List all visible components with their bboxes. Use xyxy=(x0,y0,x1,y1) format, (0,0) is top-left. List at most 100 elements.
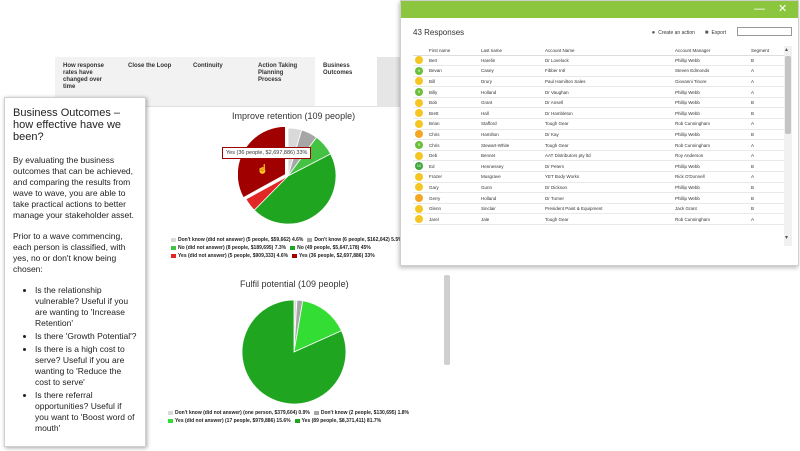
table-scrollbar[interactable]: ▴ ▾ xyxy=(784,46,792,246)
col-segment[interactable]: Segment xyxy=(749,46,786,56)
cell-segment: B xyxy=(749,107,786,120)
tab-close-the-loop[interactable]: Close the Loop xyxy=(128,63,172,69)
col-first-name[interactable]: First name xyxy=(427,46,479,56)
cell-segment: A xyxy=(749,213,786,225)
score-cell xyxy=(413,55,427,67)
responses-window: — ✕ 43 Responses ● Create an action ■ Ex… xyxy=(400,0,799,266)
scroll-down-icon[interactable]: ▾ xyxy=(785,235,789,241)
legend-swatch xyxy=(171,253,176,258)
cell-last: Hennessey xyxy=(479,160,543,173)
tab-bar-filler xyxy=(377,57,402,107)
pie-slice[interactable] xyxy=(245,175,289,211)
table-row[interactable]: Glenn Sinclair President Paint & Equipment… xyxy=(413,203,786,215)
score-badge: 9 xyxy=(415,141,423,150)
col-account-name[interactable]: Account Name xyxy=(543,46,673,56)
pie-slice[interactable] xyxy=(253,153,337,225)
legend-item[interactable]: Don't know (did not answer) (one person,… xyxy=(168,410,310,417)
cell-segment: A xyxy=(749,76,786,88)
table-row[interactable]: Bill Drury Paul Hamilton Sales Giovanni Tin… xyxy=(413,76,786,88)
cell-last: Hall xyxy=(479,107,543,120)
table-row[interactable]: 9 Billy Holland Dr Vaughan Phillip Webb A xyxy=(413,86,786,98)
tab-response-rates[interactable]: How response rates have changed over tim… xyxy=(63,63,105,90)
page-scrollbar[interactable] xyxy=(444,275,450,365)
legend-item[interactable]: No (did not answer) (8 people, $189,695)… xyxy=(171,245,286,252)
cell-account: Dr Kay xyxy=(543,129,673,141)
table-row[interactable]: 9 Bevan Casey Fibber Intl Steven Edmonds A xyxy=(413,65,786,77)
cell-manager: Rob Cunningham xyxy=(673,118,749,130)
cell-segment: B xyxy=(749,97,786,109)
cell-account: AAT Distributors pty ltd xyxy=(543,150,673,162)
score-cell xyxy=(413,97,427,109)
table-row[interactable]: Jarel Jale Tough Gear Rob Cunningham A xyxy=(413,213,786,225)
legend-fulfil: Don't know (did not answer) (one person,… xyxy=(168,410,428,426)
legend-label: No (did not answer) (8 people, $189,695)… xyxy=(178,244,287,251)
cell-segment: A xyxy=(749,86,786,98)
score-cell: 9 xyxy=(413,86,427,98)
legend-item[interactable]: Yes (36 people, $2,697,886) 33% xyxy=(292,253,375,260)
close-icon[interactable]: ✕ xyxy=(778,3,788,15)
table-row[interactable]: Deb Bennet AAT Distributors pty ltd Roy And… xyxy=(413,150,786,162)
legend-item[interactable]: Don't know (2 people, $130,695) 1.8% xyxy=(313,410,409,417)
legend-item[interactable]: Don't know (6 people, $162,042) 5.5% xyxy=(307,237,403,244)
col-account-manager[interactable]: Account Manager xyxy=(673,46,749,56)
tab-business-outcomes[interactable]: Business Outcomes xyxy=(315,57,380,106)
table-row[interactable]: Gary Gunn Dr Dickson Phillip Webb B xyxy=(413,182,786,194)
create-action-button[interactable]: ● Create an action xyxy=(652,30,695,36)
cell-first: Frazer xyxy=(427,171,479,183)
table-row[interactable]: Frazer Musgrave YET Body Works Rick O'Donne… xyxy=(413,171,786,183)
table-row[interactable]: Brian Stafford Tough Gear Rob Cunningham A xyxy=(413,118,786,130)
legend-swatch xyxy=(290,246,296,250)
legend-label: Don't know (did not answer) (5 people, $… xyxy=(178,237,304,243)
table-row[interactable]: Brett Hall Dr Hambleton Phillip Webb B xyxy=(413,107,786,120)
cell-account: Dr Dickson xyxy=(543,182,673,194)
tab-action-taking[interactable]: Action Taking Planning Process xyxy=(258,63,298,83)
table-row[interactable]: Bob Grant Dr Ansell Phillip Webb B xyxy=(413,97,786,109)
cell-manager: Phillip Webb xyxy=(673,160,749,173)
window-titlebar[interactable]: — ✕ xyxy=(401,1,798,18)
score-badge xyxy=(415,77,423,86)
cell-account: Tough Gear xyxy=(543,118,673,130)
legend-item[interactable]: No (49 people, $5,647,178) 45% xyxy=(290,245,371,252)
tab-continuity[interactable]: Continuity xyxy=(193,63,223,69)
legend-item[interactable]: Don't know (did not answer) (5 people, $… xyxy=(171,237,303,244)
cell-segment: B xyxy=(749,55,786,67)
cell-last: Casey xyxy=(479,65,543,77)
col-last-name[interactable]: Last name xyxy=(479,46,543,56)
score-cell xyxy=(413,203,427,215)
table-row[interactable]: Bert Harelin Dr Lovelock Phillip Webb B xyxy=(413,55,786,67)
legend-label: Yes (36 people, $2,697,886) 33% xyxy=(299,252,375,259)
search-input[interactable] xyxy=(737,27,792,36)
pie-slice[interactable] xyxy=(241,299,347,405)
cell-last: Musgrave xyxy=(479,171,543,183)
cell-manager: Phillip Webb xyxy=(673,55,749,67)
legend-swatch xyxy=(294,419,300,423)
table-row[interactable]: 9 Chris Stewart-White Tough Gear Rob Cunning… xyxy=(413,139,786,151)
legend-item[interactable]: Yes (did not answer) (17 people, $979,88… xyxy=(168,418,291,425)
scroll-up-icon[interactable]: ▴ xyxy=(785,47,789,53)
pie-slice[interactable] xyxy=(293,300,342,353)
cell-manager: Phillip Webb xyxy=(673,107,749,120)
cell-segment: A xyxy=(749,150,786,162)
legend-item[interactable]: Yes (did not answer) (5 people, $909,333… xyxy=(171,253,288,260)
score-badge xyxy=(415,130,423,139)
minimize-icon[interactable]: — xyxy=(754,3,765,15)
col-score[interactable] xyxy=(413,46,427,56)
legend-label: Don't know (2 people, $130,695) 1.8% xyxy=(320,410,409,416)
cell-account: Dr Hambleton xyxy=(543,107,673,120)
info-bullet: Is there referral opportunities? Useful … xyxy=(35,390,137,434)
table-row[interactable]: Chris Hamilton Dr Kay Phillip Webb B xyxy=(413,129,786,141)
export-button[interactable]: ■ Export xyxy=(705,30,726,36)
scrollbar-thumb[interactable] xyxy=(785,56,791,134)
table-row[interactable]: 10 Ed Hennessey Dr Peters Phillip Webb B xyxy=(413,160,786,173)
legend-item[interactable]: Yes (89 people, $8,371,411) 81.7% xyxy=(294,418,381,425)
cell-segment: A xyxy=(749,171,786,183)
cell-first: Brett xyxy=(427,107,479,120)
export-label: Export xyxy=(711,30,726,36)
legend-label: Don't know (did not answer) (one person,… xyxy=(175,410,310,416)
cell-first: Ed xyxy=(427,160,479,173)
score-badge xyxy=(415,194,423,203)
table-row[interactable]: Gerry Holland Dr Turner Phillip Webb B xyxy=(413,192,786,204)
score-badge xyxy=(415,172,423,181)
info-paragraph-1: By evaluating the business outcomes that… xyxy=(13,155,134,220)
create-action-label: Create an action xyxy=(658,30,695,36)
